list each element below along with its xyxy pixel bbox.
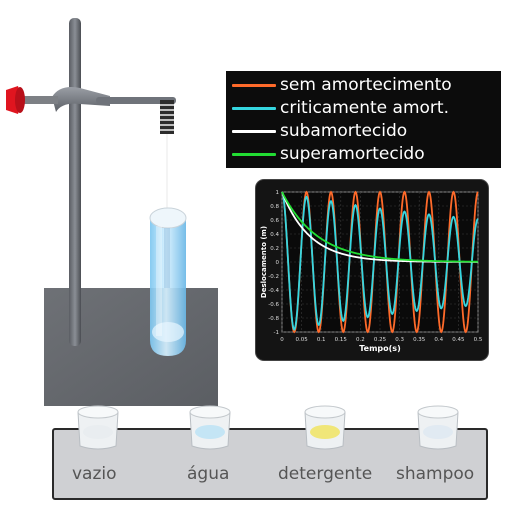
y-tick-label: 0.8 (270, 204, 279, 210)
cup-label-vazio: vazio (72, 464, 117, 484)
cup-rim (189, 405, 231, 419)
y-tick-label: 0.2 (270, 246, 279, 252)
x-tick-label: 0.45 (452, 337, 465, 343)
cup-rim (417, 405, 459, 419)
x-tick-label: 0.4 (434, 337, 443, 343)
cup-liquid (423, 425, 453, 439)
y-tick-label: -1 (274, 330, 279, 336)
legend-swatch (232, 153, 276, 156)
y-tick-label: -0.6 (268, 302, 279, 308)
x-axis-label: Tempo(s) (359, 344, 400, 353)
legend-label: subamortecido (280, 121, 408, 141)
x-tick-label: 0.35 (413, 337, 426, 343)
y-tick-label: 0.6 (270, 218, 279, 224)
chart-legend: sem amortecimento criticamente amort. su… (226, 71, 501, 168)
liquid-selector-tray (52, 428, 488, 500)
cup-rim (304, 405, 346, 419)
spring (160, 100, 174, 134)
y-tick-label: 1 (276, 190, 280, 196)
cup-2-button[interactable] (304, 405, 346, 450)
cup-rim (77, 405, 119, 419)
x-tick-label: 0 (280, 337, 284, 343)
series-line-1 (281, 191, 479, 331)
legend-item: superamortecido (232, 143, 497, 165)
legend-swatch (232, 84, 276, 87)
x-tick-label: 0.2 (356, 337, 365, 343)
cup-1-button[interactable] (189, 405, 231, 450)
x-tick-label: 0.25 (374, 337, 387, 343)
cup-3-button[interactable] (417, 405, 459, 450)
y-tick-label: -0.4 (268, 288, 279, 294)
y-tick-label: 0 (276, 260, 280, 266)
cup-label-agua: água (187, 464, 230, 484)
x-tick-label: 0.1 (317, 337, 326, 343)
legend-item: sem amortecimento (232, 74, 497, 96)
cup-liquid (310, 425, 340, 439)
legend-item: subamortecido (232, 120, 497, 142)
legend-label: sem amortecimento (280, 75, 452, 95)
cup-label-shampoo: shampoo (396, 464, 475, 484)
cup-0-button[interactable] (77, 405, 119, 450)
y-tick-label: -0.8 (268, 316, 279, 322)
clamp-arm (52, 87, 110, 112)
x-tick-label: 0.15 (335, 337, 348, 343)
x-tick-label: 0.05 (295, 337, 308, 343)
x-tick-label: 0.3 (395, 337, 404, 343)
legend-label: superamortecido (280, 144, 425, 164)
cup-label-detergente: detergente (278, 464, 373, 484)
x-tick-label: 0.5 (474, 337, 483, 343)
horizontal-arm (96, 97, 176, 104)
cup-liquid (195, 425, 225, 439)
series-line-3 (281, 191, 478, 263)
legend-label: criticamente amort. (280, 98, 449, 118)
pendulum-weight (164, 228, 170, 288)
legend-item: criticamente amort. (232, 97, 497, 119)
cup-liquid (83, 425, 113, 439)
displacement-chart-panel: 0 0.05 0.1 0.15 0.2 0.25 0.3 0.35 0.4 0.45 0.5 1 0.8… (256, 180, 488, 360)
y-tick-label: -0.2 (268, 274, 279, 280)
y-axis-label: Deslocamento (m) (260, 226, 268, 298)
legend-swatch (232, 130, 276, 133)
clamp-knob-icon (6, 86, 25, 114)
displacement-chart: 0 0.05 0.1 0.15 0.2 0.25 0.3 0.35 0.4 0.45 0.5 1 0.8… (260, 190, 483, 353)
clamp-screw (20, 96, 58, 104)
legend-swatch (232, 107, 276, 110)
y-tick-label: 0.4 (270, 232, 279, 238)
